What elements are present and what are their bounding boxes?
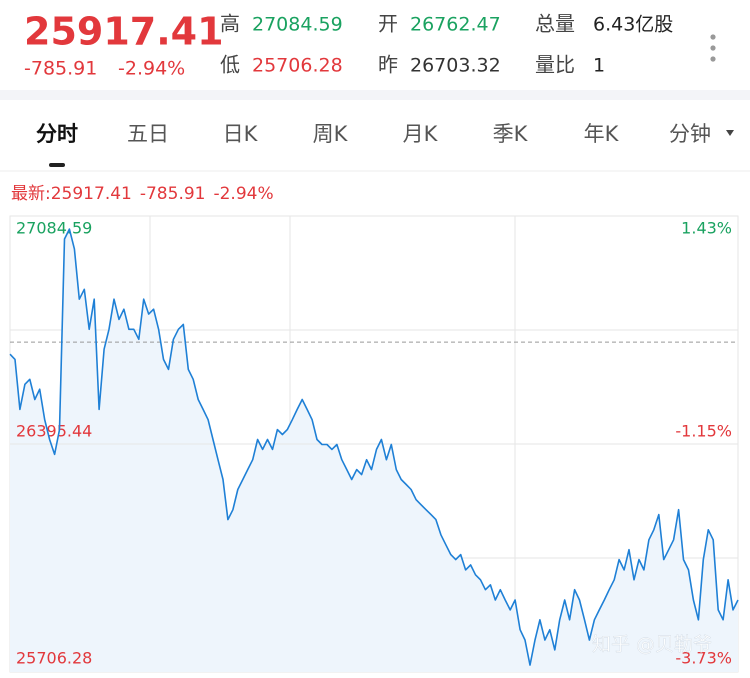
tab-indicator — [49, 163, 65, 167]
menu-dot — [710, 56, 716, 62]
price: 25917.41 — [24, 10, 224, 54]
dropdown-arrow — [726, 130, 734, 136]
tab[interactable]: 周K — [313, 122, 349, 146]
latest-percent: -2.94% — [213, 184, 273, 204]
percent: -2.94% — [118, 58, 185, 80]
stat-label: 量比 — [535, 53, 575, 77]
divider-band — [0, 90, 750, 100]
latest-info: 最新:25917.41 -785.91 -2.94% — [11, 184, 274, 204]
y2-tick-label: 1.43% — [681, 219, 732, 238]
stat-label: 总量 — [535, 12, 575, 36]
chart: 25706.28 26395.44 27084.59 -3.73% -1.15% 1.43… — [9, 215, 739, 673]
tab[interactable]: 分钟 — [669, 122, 711, 146]
menu-dot — [710, 45, 716, 51]
stat-value: 25706.28 — [252, 55, 343, 77]
y2-tick-label: -1.15% — [675, 422, 732, 441]
latest-label: 最新: — [11, 184, 51, 204]
price-line — [9, 228, 739, 666]
stat-label: 低 — [220, 53, 240, 77]
tab-bar: 分时 五日 日K 周K 月K 季K 年K 分钟 — [36, 122, 734, 146]
latest-change: -785.91 — [140, 184, 206, 204]
stat-value: 1 — [593, 55, 605, 77]
stat-value: 6.43亿股 — [593, 14, 673, 36]
menu-dot — [710, 34, 716, 40]
y-tick-label: 25706.28 — [16, 649, 92, 668]
tab[interactable]: 年K — [584, 122, 620, 146]
stat-label: 开 — [378, 12, 398, 36]
stat-value: 26703.32 — [410, 55, 501, 77]
tab[interactable]: 季K — [493, 122, 529, 146]
tab[interactable]: 五日 — [127, 122, 169, 146]
tab[interactable]: 分时 — [36, 122, 78, 146]
watermark: 知乎 @贝勒爷 — [592, 634, 712, 656]
stat-label: 高 — [220, 12, 240, 36]
stat-label: 昨 — [378, 53, 398, 77]
menu-button[interactable] — [710, 34, 716, 62]
change: -785.91 — [24, 58, 97, 80]
stat-value: 27084.59 — [252, 14, 343, 36]
stat-value: 26762.47 — [410, 14, 501, 36]
y-tick-label: 27084.59 — [16, 219, 92, 238]
y-tick-label: 26395.44 — [16, 421, 92, 440]
tab[interactable]: 月K — [403, 122, 439, 146]
y2-tick-label: -3.73% — [675, 649, 732, 668]
tab[interactable]: 日K — [223, 122, 259, 146]
latest-price: 25917.41 — [51, 184, 132, 204]
area-fill — [10, 229, 738, 672]
